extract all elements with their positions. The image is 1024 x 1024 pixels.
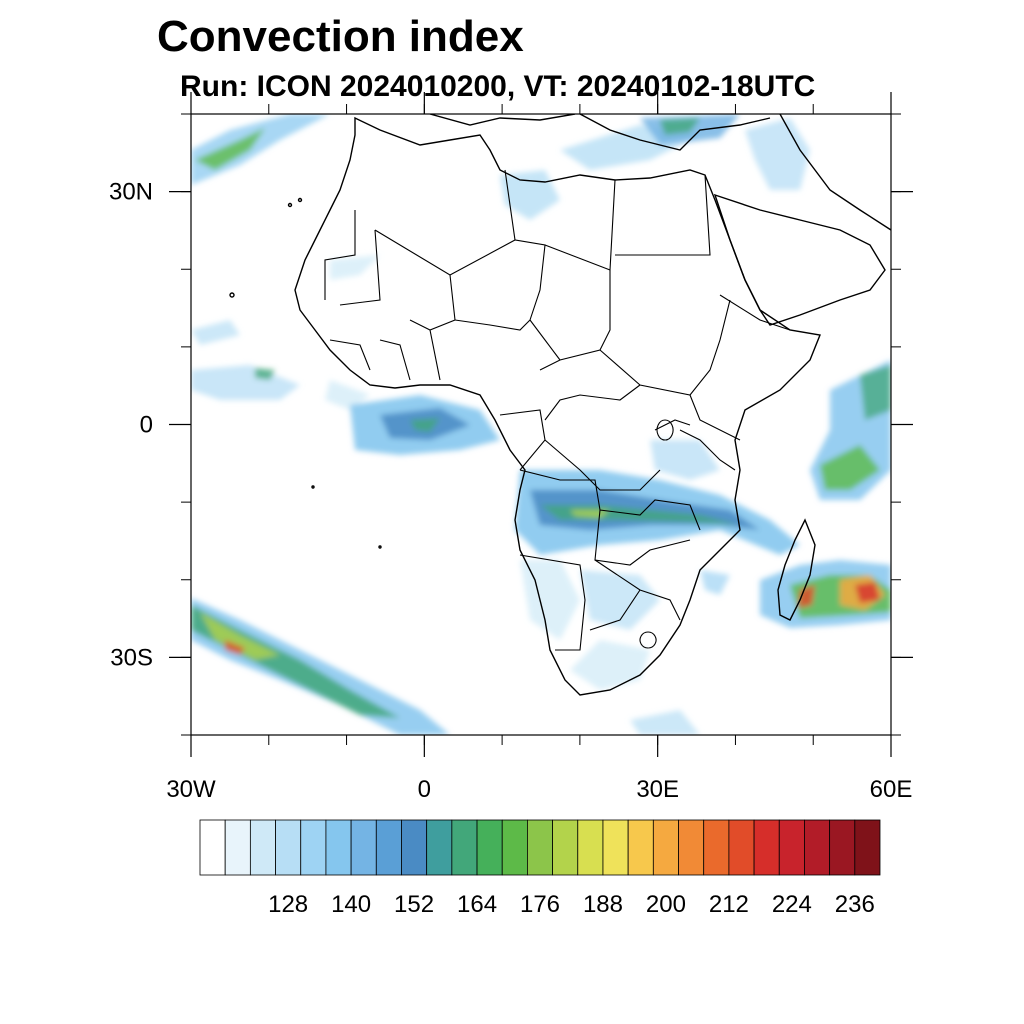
colorbar-swatch bbox=[199, 819, 226, 876]
colorbar-label: 188 bbox=[583, 891, 623, 918]
colorbar-label: 164 bbox=[457, 891, 497, 918]
country-borders bbox=[324, 169, 791, 651]
lon-tick-label: 30E bbox=[636, 776, 679, 803]
colorbar-label: 224 bbox=[772, 891, 812, 918]
colorbar-swatch bbox=[778, 819, 805, 876]
colorbar-swatch bbox=[501, 819, 528, 876]
colorbar-swatch bbox=[249, 819, 276, 876]
chart-subtitle: Run: ICON 2024010200, VT: 20240102-18UTC bbox=[180, 70, 816, 103]
colorbar-swatch bbox=[678, 819, 705, 876]
coastlines bbox=[229, 114, 891, 696]
colorbar-swatch bbox=[451, 819, 478, 876]
colorbar-swatch bbox=[401, 819, 428, 876]
colorbar-label: 200 bbox=[646, 891, 686, 918]
colorbar-swatch bbox=[602, 819, 629, 876]
colorbar-swatch bbox=[476, 819, 503, 876]
lat-tick-label: 0 bbox=[140, 412, 153, 439]
colorbar-swatch bbox=[804, 819, 831, 876]
colorbar-swatch bbox=[728, 819, 755, 876]
lon-tick-label: 0 bbox=[418, 776, 431, 803]
colorbar-swatch bbox=[527, 819, 553, 876]
lon-tick-label: 30W bbox=[166, 776, 216, 803]
colorbar-swatch bbox=[552, 819, 579, 876]
colorbar-swatch bbox=[627, 819, 654, 876]
colorbar-swatch bbox=[577, 819, 604, 876]
map-axes: 30N 0 30S 30W 0 30E 60E bbox=[109, 92, 913, 803]
convection-field bbox=[191, 114, 891, 735]
colorbar-swatch bbox=[224, 819, 251, 876]
colorbar-swatch bbox=[829, 819, 856, 876]
colorbar-swatch bbox=[652, 819, 679, 876]
colorbar-label: 176 bbox=[520, 891, 560, 918]
colorbar-swatch bbox=[275, 819, 302, 876]
colorbar: 128 140 152 164 176 188 200 212 224 236 bbox=[199, 819, 881, 918]
colorbar-label: 152 bbox=[394, 891, 434, 918]
colorbar-swatch bbox=[753, 819, 780, 876]
map-plot-area bbox=[191, 114, 891, 735]
colorbar-swatch bbox=[350, 819, 377, 876]
colorbar-swatch bbox=[375, 819, 402, 876]
lon-tick-label: 60E bbox=[870, 776, 913, 803]
colorbar-swatch bbox=[854, 819, 881, 876]
lat-tick-label: 30S bbox=[110, 644, 153, 671]
colorbar-label: 236 bbox=[835, 891, 875, 918]
colorbar-swatch bbox=[426, 819, 453, 876]
colorbar-swatch bbox=[703, 819, 730, 876]
colorbar-label: 212 bbox=[709, 891, 749, 918]
lat-tick-label: 30N bbox=[109, 179, 153, 206]
colorbar-label: 128 bbox=[268, 891, 308, 918]
colorbar-swatch bbox=[325, 819, 352, 876]
chart-title: Convection index bbox=[157, 12, 524, 61]
colorbar-swatch bbox=[300, 819, 327, 876]
colorbar-label: 140 bbox=[331, 891, 371, 918]
